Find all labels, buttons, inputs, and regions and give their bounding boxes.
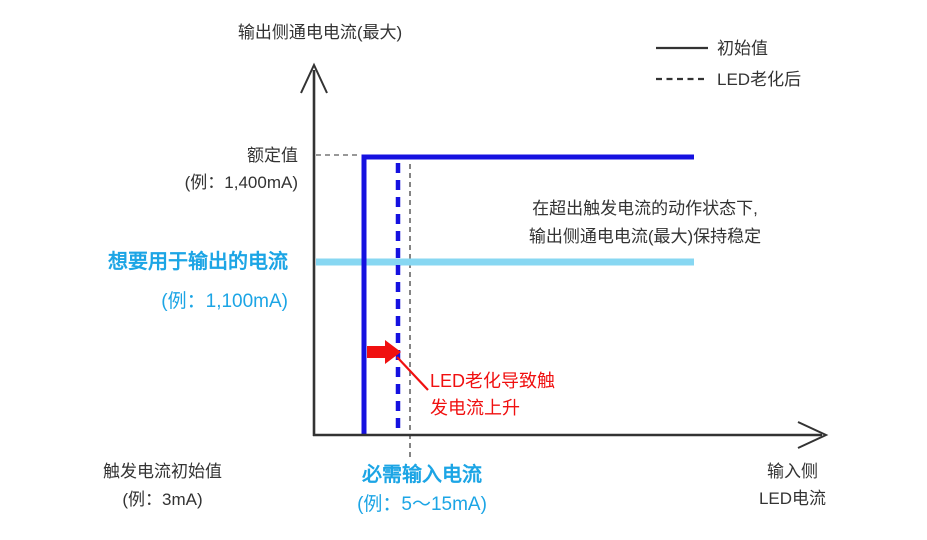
desired-output-title: 想要用于输出的电流 <box>108 251 288 273</box>
rated-value-example: (例：1,400mA) <box>184 173 298 192</box>
desired-output-example: (例：1,100mA) <box>161 291 288 312</box>
stability-note-line1: 在超出触发电流的动作状态下, <box>532 199 758 218</box>
legend-label-aged: LED老化后 <box>717 70 802 89</box>
x-axis-title: 输入侧 LED电流 <box>695 458 890 512</box>
stability-note: 在超出触发电流的动作状态下, 输出侧通电电流(最大)保持稳定 <box>465 195 825 250</box>
trigger-initial-title: 触发电流初始值 <box>103 462 222 481</box>
required-input-example: (例：5～15mA) <box>357 494 487 515</box>
aging-note-pointer-line <box>396 356 429 391</box>
trigger-initial-example: (例：3mA) <box>122 490 203 509</box>
right-arrow-icon <box>367 340 401 364</box>
y-axis-title: 输出侧通电电流(最大) <box>237 23 403 42</box>
x-axis-title-line2: LED电流 <box>758 489 827 508</box>
legend-label-initial: 初始值 <box>717 39 768 58</box>
initial-value-curve <box>361 154 694 434</box>
stability-note-line2: 输出侧通电电流(最大)保持稳定 <box>528 226 762 246</box>
aging-note-line2: 发电流上升 <box>430 398 520 418</box>
aging-note-line1: LED老化导致触 <box>430 371 556 391</box>
required-input-title: 必需输入电流 <box>362 464 482 486</box>
trigger-initial-label: 触发电流初始值 (例：3mA) <box>60 458 265 514</box>
x-axis-arrow-icon <box>797 421 829 449</box>
x-axis-title-line1: 输入侧 <box>767 462 818 481</box>
rated-value-title: 额定值 <box>247 146 298 165</box>
aging-note: LED老化导致触 发电流上升 <box>430 368 555 422</box>
y-axis-arrow-icon <box>300 62 328 94</box>
rated-value-label: 额定值 (例：1,400mA) <box>90 142 298 196</box>
